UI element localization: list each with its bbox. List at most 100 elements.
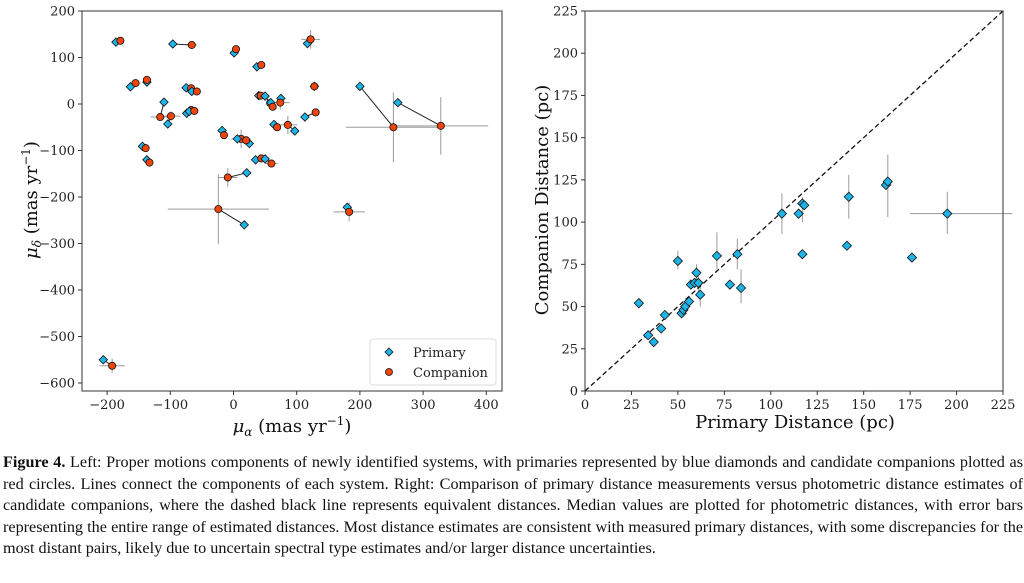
companion-marker <box>187 40 196 49</box>
system-connector <box>359 86 394 128</box>
distance-point <box>843 191 854 202</box>
primary-marker <box>260 91 270 101</box>
x-tick-label: 50 <box>670 398 687 413</box>
legend-label-primary: Primary <box>413 346 466 361</box>
y-axis-ticks: 200 100 0 −100 −200 −300 −400 −500 −600 <box>39 5 82 392</box>
distance-point <box>633 298 645 309</box>
legend-companion-marker <box>385 368 393 376</box>
primary-marker <box>163 119 173 129</box>
distance-point <box>659 309 671 321</box>
legend-box <box>369 338 497 386</box>
data-points <box>98 35 445 370</box>
system-connector <box>397 102 442 127</box>
primary-marker <box>98 354 109 365</box>
companion-marker <box>257 60 266 69</box>
distance-point <box>711 250 723 262</box>
primary-marker <box>393 97 403 108</box>
companion-marker <box>273 123 282 132</box>
distance-point <box>642 330 654 341</box>
x-tick-label: 200 <box>347 398 372 413</box>
y-tick-label: 50 <box>561 300 578 315</box>
companion-marker <box>141 144 150 153</box>
primary-marker <box>300 112 310 122</box>
y-tick-label: 0 <box>570 385 578 400</box>
primary-marker <box>168 39 178 49</box>
distance-point <box>776 208 788 219</box>
system-connectors <box>103 39 442 367</box>
distance-point <box>942 208 953 219</box>
companion-marker <box>145 158 154 167</box>
x-tick-label: 0 <box>581 398 589 413</box>
companion-marker <box>283 120 292 129</box>
x-axis-ticks: 0 25 50 75 100 125 150 175 200 225 <box>581 391 1015 413</box>
y-axis-label: Companion Distance (pc) <box>532 85 553 316</box>
distance-point <box>693 277 704 289</box>
distance-point <box>683 296 695 307</box>
distance-point <box>882 176 893 187</box>
figure-canvas: −200 −100 0 100 200 300 400 200 100 0 −100 −200 −30… <box>19 5 1015 440</box>
companion-marker <box>232 45 241 54</box>
companion-marker <box>108 361 117 370</box>
x-tick-label: 0 <box>229 398 237 413</box>
x-tick-label: 125 <box>805 398 830 413</box>
companion-errorbars <box>99 30 489 373</box>
y-tick-label: −200 <box>39 191 75 206</box>
companion-marker <box>116 36 125 45</box>
y-tick-label: 175 <box>553 89 578 104</box>
companion-marker <box>311 108 320 117</box>
x-axis-ticks: −200 −100 0 100 200 300 400 <box>89 391 499 413</box>
y-axis-ticks: 0 25 50 75 100 125 150 175 200 225 <box>553 5 585 400</box>
companion-marker <box>242 136 251 145</box>
primary-marker <box>290 126 300 136</box>
x-axis-label: Primary Distance (pc) <box>695 412 895 433</box>
x-tick-label: −200 <box>89 398 125 413</box>
distance-point <box>797 249 808 260</box>
figure-caption: Figure 4. Left: Proper motions component… <box>3 452 1023 560</box>
distance-point <box>793 208 804 219</box>
x-tick-label: 75 <box>716 398 733 413</box>
y-tick-label: 225 <box>553 5 578 20</box>
left-axes-frame <box>81 10 503 392</box>
y-axis-label: μδ (mas yr−1) <box>19 141 44 259</box>
companion-marker <box>131 79 140 88</box>
x-tick-label: 300 <box>411 398 436 413</box>
distance-point <box>672 255 684 267</box>
primary-marker <box>242 168 252 178</box>
primary-marker <box>260 154 270 164</box>
distance-point <box>735 282 747 294</box>
system-connector <box>218 208 245 226</box>
proper-motion-plot: −200 −100 0 100 200 300 400 200 100 0 −100 −200 −30… <box>19 5 503 439</box>
x-axis-label: μα (mas yr−1) <box>233 414 352 439</box>
distance-point <box>732 249 743 260</box>
companion-marker <box>345 207 354 216</box>
legend-primary-marker <box>384 347 394 357</box>
y-tick-label: 100 <box>50 51 75 66</box>
caption-label: Figure 4. <box>3 453 66 471</box>
y-tick-label: 75 <box>561 258 578 273</box>
companion-marker <box>214 205 223 214</box>
companion-marker <box>220 131 229 140</box>
legend: Primary Companion <box>369 338 497 386</box>
companion-marker <box>267 159 276 168</box>
x-tick-label: 175 <box>898 398 923 413</box>
x-tick-label: 100 <box>758 398 783 413</box>
distance-points <box>633 176 953 348</box>
x-tick-label: 200 <box>944 398 969 413</box>
distance-point <box>841 240 853 251</box>
y-tick-label: 100 <box>553 216 578 231</box>
caption-text: Left: Proper motions components of newly… <box>3 453 1024 558</box>
companion-marker <box>436 121 445 130</box>
equivalence-reference-line <box>584 10 1004 392</box>
y-tick-label: 200 <box>553 47 578 62</box>
companion-marker <box>306 35 315 44</box>
x-tick-label: −100 <box>152 398 188 413</box>
companion-marker <box>192 87 201 96</box>
distance-point <box>656 323 667 334</box>
distance-point <box>724 279 736 290</box>
y-tick-label: −500 <box>39 330 75 345</box>
companion-marker <box>156 113 165 122</box>
y-tick-label: −100 <box>39 144 75 159</box>
companion-marker <box>142 75 151 84</box>
y-tick-label: 0 <box>67 98 75 113</box>
distance-comparison-plot: 0 25 50 75 100 125 150 175 200 225 0 25 50 75 100 125 1… <box>532 5 1015 434</box>
